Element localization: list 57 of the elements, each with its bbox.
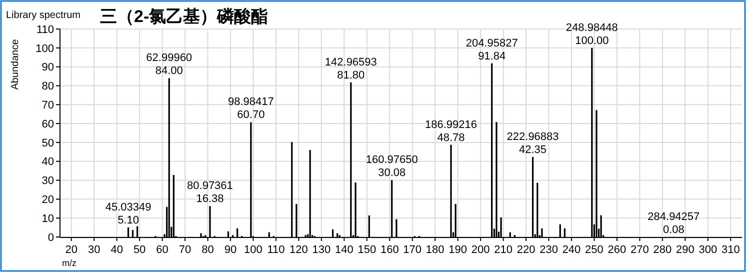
x-tick-label: 60 — [156, 244, 168, 256]
x-tick-label: 260 — [608, 244, 626, 256]
x-tick-label: 190 — [448, 244, 468, 256]
y-tick-label: 40 — [42, 156, 54, 168]
y-tick-label: 70 — [42, 99, 54, 112]
x-tick-label: 40 — [110, 244, 123, 256]
y-tick-label: 110 — [36, 24, 54, 36]
y-tick-label: 0 — [48, 232, 54, 244]
text: Library spectrum — [6, 10, 80, 21]
x-tick-label: 240 — [562, 244, 581, 256]
y-axis-title: Abundance — [10, 38, 21, 90]
y-tick-label: 30 — [42, 175, 54, 188]
annotation: 186.99216 48.78 — [424, 118, 477, 144]
annotation: 204.95827 91.84 — [466, 37, 518, 62]
x-tick-label: 30 — [88, 244, 100, 256]
x-axis-title: m/z — [62, 258, 77, 268]
x-tick-label: 230 — [540, 244, 558, 256]
annotation: 80.97361 16.38 — [187, 180, 233, 206]
x-tick-label: 70 — [178, 244, 192, 256]
y-tick-label: 60 — [42, 118, 54, 130]
x-tick-label: 80 — [202, 244, 214, 256]
x-tick-label: 180 — [426, 244, 444, 256]
x-tick-label: 120 — [290, 244, 308, 256]
x-tick-label: 280 — [653, 244, 672, 256]
x-tick-label: 90 — [224, 244, 237, 256]
annotation: 142.96593 81.80 — [324, 56, 377, 82]
x-tick-label: 170 — [403, 244, 422, 256]
x-tick-label: 220 — [516, 244, 536, 256]
x-tick-label: 150 — [358, 244, 376, 256]
x-tick-label: 20 — [65, 244, 78, 256]
y-tick-label: 80 — [42, 80, 54, 93]
x-tick-label: 140 — [334, 244, 354, 256]
x-tick-label: 210 — [494, 244, 512, 256]
x-tick-label: 290 — [676, 244, 694, 256]
x-tick-label: 200 — [471, 244, 490, 256]
annotation: 62.99960 84.00 — [146, 52, 192, 78]
annotation: 222.96883 42.35 — [506, 130, 559, 156]
y-tick-label: 100 — [36, 42, 54, 55]
annotation: 284.94257 0.08 — [648, 210, 700, 236]
x-tick-label: 310 — [721, 244, 740, 256]
x-tick-label: 130 — [312, 244, 331, 256]
y-tick-label: 90 — [42, 62, 54, 74]
y-tick-label: 50 — [42, 137, 54, 150]
x-tick-label: 110 — [267, 244, 285, 256]
x-tick-label: 300 — [698, 244, 718, 256]
x-tick-label: 160 — [380, 244, 399, 256]
annotation: 45.03349 5.10 — [105, 201, 152, 226]
annotation: 98.98417 60.70 — [228, 96, 274, 122]
x-tick-label: 270 — [630, 244, 649, 256]
chart-title: 三（2-氯乙基）磷酸酯 — [100, 7, 268, 26]
annotation: 160.97650 30.08 — [366, 154, 418, 180]
x-tick-label: 100 — [244, 244, 262, 256]
annotation: 248.98448 100.00 — [566, 22, 618, 47]
y-tick-label: 20 — [42, 194, 54, 206]
y-tick-label: 10 — [42, 212, 54, 225]
x-tick-label: 250 — [585, 244, 604, 256]
x-tick-label: 50 — [133, 244, 146, 256]
